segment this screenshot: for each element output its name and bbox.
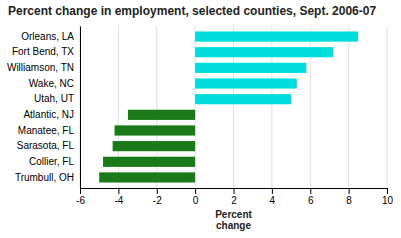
tick-mark (234, 188, 235, 194)
tick: Williamson, TN (7, 62, 80, 73)
tick: 0 (193, 188, 199, 206)
grid-line (387, 26, 388, 188)
tick: Orleans, LA (21, 31, 80, 42)
category-label: Utah, UT (34, 93, 74, 104)
tick-mark (195, 188, 196, 194)
bar (99, 172, 195, 182)
tick-mark (349, 188, 350, 194)
bar (195, 63, 306, 73)
bar (115, 125, 196, 135)
tick: -6 (76, 188, 85, 206)
category-label: Fort Bend, TX (12, 46, 74, 57)
bar (195, 94, 291, 104)
chart: Percent change in employment, selected c… (0, 0, 401, 238)
axis-line (80, 27, 81, 189)
grid-line (348, 26, 349, 188)
tick: 4 (270, 188, 276, 206)
tick-label: 0 (193, 195, 199, 206)
bar (195, 78, 297, 88)
title: Percent change in employment, selected c… (8, 4, 376, 18)
tick-label: -4 (114, 195, 123, 206)
tick-mark (80, 188, 81, 194)
tick-label: 10 (382, 195, 394, 206)
tick: 2 (231, 188, 237, 206)
tick: Trumbull, OH (15, 172, 80, 183)
bar (113, 141, 196, 151)
tick: 6 (308, 188, 314, 206)
category-label: Williamson, TN (7, 62, 74, 73)
tick-mark (118, 188, 119, 194)
axis-title: Percentchange (215, 209, 252, 231)
tick-label: 6 (308, 195, 314, 206)
tick: 8 (346, 188, 352, 206)
tick: Collier, FL (29, 156, 80, 167)
tick-mark (157, 188, 158, 194)
category-label: Orleans, LA (21, 31, 74, 42)
tick-mark (272, 188, 273, 194)
tick-label: -6 (76, 195, 85, 206)
tick: Manatee, FL (18, 125, 80, 136)
tick: Fort Bend, TX (12, 46, 80, 57)
category-label: Atlantic, NJ (23, 109, 74, 120)
bars (99, 31, 358, 182)
tick-mark (387, 188, 388, 194)
value-axis: -6 -4 -2 0 2 4 6 8 10 (76, 188, 393, 206)
axis-title-line: change (216, 220, 251, 231)
category-label: Trumbull, OH (15, 172, 74, 183)
grid (80, 26, 387, 188)
category-axis: Trumbull, OH Collier, FL Sarasota, FL Manat… (7, 27, 81, 189)
tick: Utah, UT (34, 93, 80, 104)
category-label: Wake, NC (29, 78, 74, 89)
tick-label: 4 (270, 195, 276, 206)
tick-mark (310, 188, 311, 194)
axis-line (81, 189, 388, 195)
category-label: Collier, FL (29, 156, 74, 167)
tick: 10 (382, 188, 394, 206)
tick: -2 (153, 188, 162, 206)
tick-label: 2 (231, 195, 237, 206)
plot: -6 -4 -2 0 2 4 6 8 10 Trumbull, OH Collier, FL Sara… (7, 26, 394, 206)
tick: Wake, NC (29, 78, 80, 89)
bar (103, 157, 195, 167)
tick: Sarasota, FL (17, 140, 80, 151)
tick: Atlantic, NJ (23, 109, 80, 120)
category-label: Manatee, FL (18, 125, 75, 136)
category-label: Sarasota, FL (17, 140, 75, 151)
tick-label: -2 (153, 195, 162, 206)
bar (195, 31, 358, 41)
tick: -4 (114, 188, 123, 206)
bar (195, 47, 333, 57)
axis-title-line: Percent (215, 209, 252, 220)
grid-line (80, 26, 81, 188)
bar (128, 110, 195, 120)
tick-label: 8 (346, 195, 352, 206)
